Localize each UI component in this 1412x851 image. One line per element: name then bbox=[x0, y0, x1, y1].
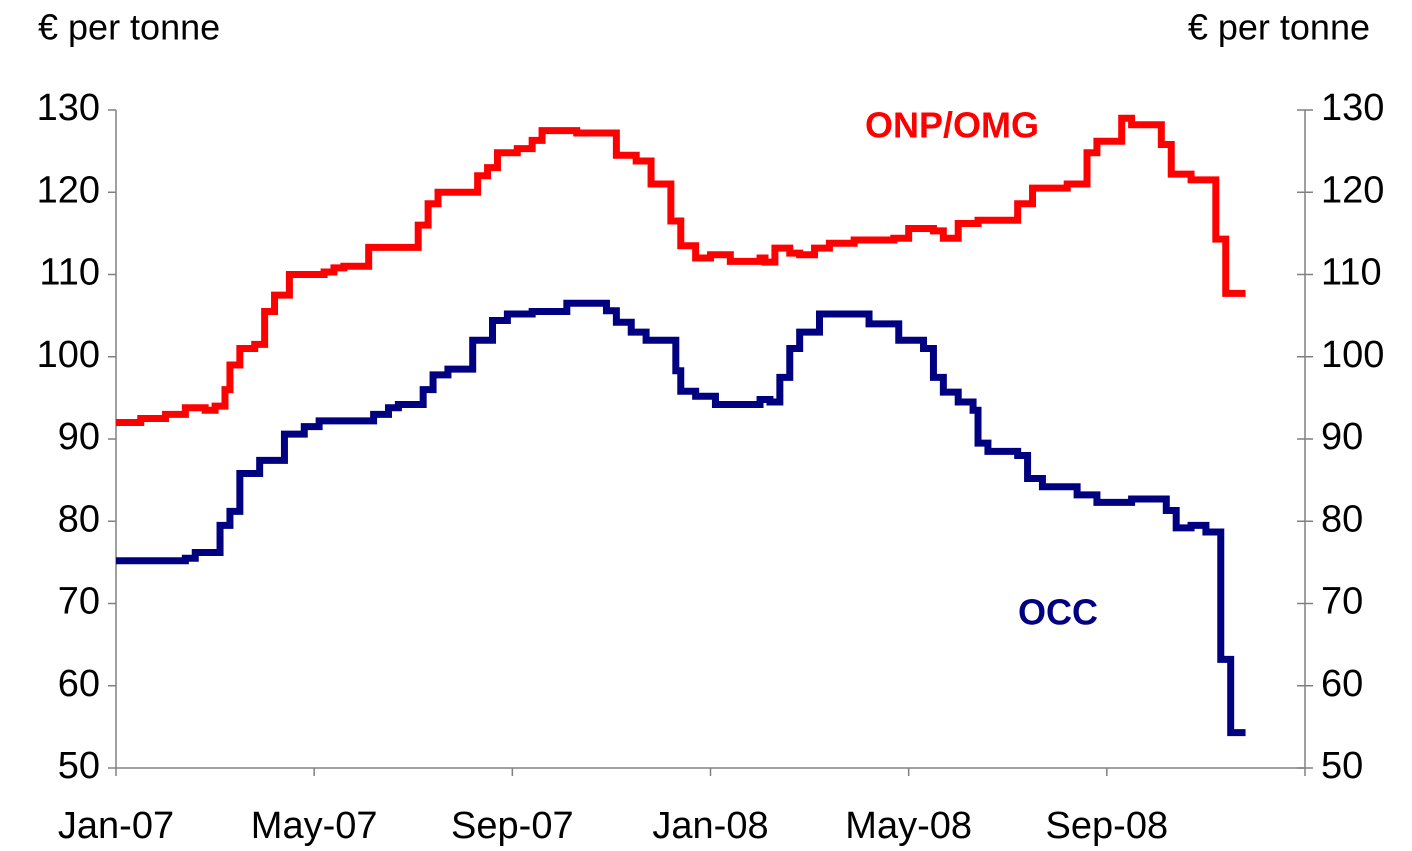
y2-tick-label: 90 bbox=[1321, 416, 1363, 458]
y-tick-label: 50 bbox=[58, 745, 100, 787]
y-tick-label: 60 bbox=[58, 663, 100, 705]
x-tick-label: May-08 bbox=[845, 805, 972, 847]
series-line bbox=[116, 114, 1246, 427]
y-axis-label: € per tonne bbox=[38, 7, 220, 48]
y-tick-label: 70 bbox=[58, 581, 100, 623]
y-tick-label: 90 bbox=[58, 416, 100, 458]
x-tick-label: May-07 bbox=[251, 805, 378, 847]
series-label: OCC bbox=[1018, 592, 1098, 633]
y-tick-label: 100 bbox=[37, 334, 100, 376]
y2-tick-label: 130 bbox=[1321, 87, 1384, 129]
series-label: ONP/OMG bbox=[865, 105, 1039, 146]
x-tick-label: Sep-08 bbox=[1046, 805, 1169, 847]
y2-tick-label: 70 bbox=[1321, 581, 1363, 623]
x-tick-label: Jan-08 bbox=[652, 805, 768, 847]
y-tick-label: 130 bbox=[37, 87, 100, 129]
y2-tick-label: 120 bbox=[1321, 169, 1384, 211]
y2-axis-label: € per tonne bbox=[1188, 7, 1370, 48]
x-tick-label: Sep-07 bbox=[451, 805, 574, 847]
y2-tick-label: 50 bbox=[1321, 745, 1363, 787]
y2-tick-label: 110 bbox=[1321, 252, 1382, 294]
series-line bbox=[116, 299, 1246, 737]
x-tick-label: Jan-07 bbox=[58, 805, 174, 847]
y-tick-label: 110 bbox=[39, 252, 100, 294]
y-tick-label: 80 bbox=[58, 498, 100, 540]
y-tick-label: 120 bbox=[37, 169, 100, 211]
y2-tick-label: 60 bbox=[1321, 663, 1363, 705]
y2-tick-label: 100 bbox=[1321, 334, 1384, 376]
y2-tick-label: 80 bbox=[1321, 498, 1363, 540]
